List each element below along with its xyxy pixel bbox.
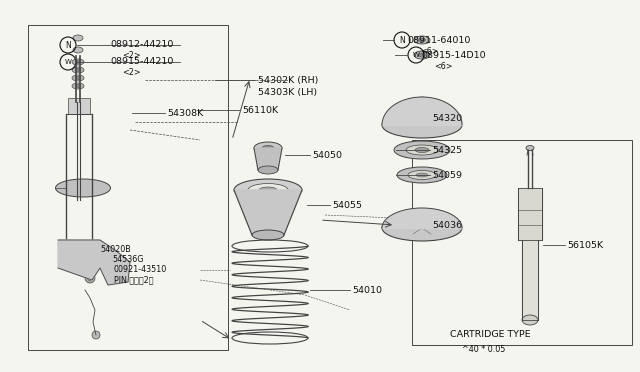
Ellipse shape (419, 38, 426, 42)
Circle shape (85, 273, 95, 283)
Circle shape (65, 255, 75, 265)
Text: 08915-14D10: 08915-14D10 (421, 51, 486, 60)
Ellipse shape (248, 183, 288, 196)
Polygon shape (518, 188, 542, 240)
Circle shape (67, 257, 72, 263)
Text: 54303K (LH): 54303K (LH) (258, 88, 317, 97)
Ellipse shape (76, 68, 81, 71)
Ellipse shape (76, 77, 81, 80)
Text: CARTRIDGE TYPE: CARTRIDGE TYPE (450, 330, 531, 339)
Ellipse shape (76, 61, 81, 64)
Ellipse shape (76, 84, 81, 87)
Polygon shape (522, 240, 538, 320)
Text: N: N (65, 41, 71, 49)
Ellipse shape (406, 145, 438, 155)
Ellipse shape (56, 179, 111, 197)
Ellipse shape (234, 179, 302, 201)
Ellipse shape (419, 53, 426, 57)
Ellipse shape (415, 99, 429, 106)
Ellipse shape (254, 142, 282, 154)
Text: 08912-44210: 08912-44210 (110, 40, 173, 49)
Text: <2>: <2> (122, 51, 141, 60)
Ellipse shape (262, 145, 274, 151)
Ellipse shape (252, 230, 284, 240)
Circle shape (88, 276, 93, 280)
Ellipse shape (72, 59, 84, 65)
Text: 00921-43510: 00921-43510 (114, 265, 167, 274)
Text: 54308K: 54308K (167, 109, 204, 118)
Ellipse shape (410, 215, 434, 225)
Bar (68, 98, 90, 114)
Polygon shape (254, 148, 282, 170)
Ellipse shape (414, 36, 430, 44)
Bar (412, 140, 632, 345)
Ellipse shape (526, 145, 534, 151)
Ellipse shape (72, 67, 84, 73)
Circle shape (110, 265, 120, 275)
Ellipse shape (416, 173, 428, 177)
Text: PIN ピン（2）: PIN ピン（2） (114, 275, 154, 284)
Text: W: W (65, 59, 72, 65)
Text: 54050: 54050 (312, 151, 342, 160)
Ellipse shape (258, 166, 278, 174)
Text: 54302K (RH): 54302K (RH) (258, 76, 318, 85)
Circle shape (113, 267, 118, 273)
Polygon shape (234, 190, 302, 235)
Ellipse shape (522, 315, 538, 325)
Ellipse shape (408, 170, 436, 180)
Ellipse shape (73, 47, 83, 53)
Text: 54055: 54055 (332, 201, 362, 210)
Text: N: N (399, 35, 405, 45)
Text: 56110K: 56110K (242, 106, 278, 115)
Text: 54036: 54036 (432, 221, 462, 230)
Text: <6>: <6> (434, 62, 452, 71)
Ellipse shape (259, 187, 277, 193)
Ellipse shape (415, 148, 429, 153)
Text: <2>: <2> (122, 68, 141, 77)
Ellipse shape (414, 51, 430, 59)
Text: 54010: 54010 (352, 286, 382, 295)
Text: 54536G: 54536G (112, 255, 143, 264)
Ellipse shape (72, 75, 84, 81)
Ellipse shape (418, 97, 426, 101)
Polygon shape (58, 240, 130, 285)
Text: 54059: 54059 (432, 171, 462, 180)
Ellipse shape (382, 112, 462, 138)
Text: 08915-44210: 08915-44210 (110, 57, 173, 66)
Ellipse shape (382, 215, 462, 241)
Ellipse shape (73, 35, 83, 41)
Ellipse shape (72, 83, 84, 89)
Text: <6>: <6> (420, 47, 438, 56)
Text: 54325: 54325 (432, 146, 462, 155)
Text: 56105K: 56105K (567, 241, 603, 250)
Text: 54320: 54320 (432, 114, 462, 123)
Text: 54020B: 54020B (100, 245, 131, 254)
Ellipse shape (411, 103, 433, 115)
Text: W: W (413, 52, 419, 58)
Ellipse shape (397, 167, 447, 183)
Ellipse shape (394, 141, 450, 159)
Text: 08911-64010: 08911-64010 (407, 36, 470, 45)
Bar (28, 25, 228, 350)
Circle shape (92, 331, 100, 339)
Text: ^40 * 0.05: ^40 * 0.05 (462, 345, 506, 354)
